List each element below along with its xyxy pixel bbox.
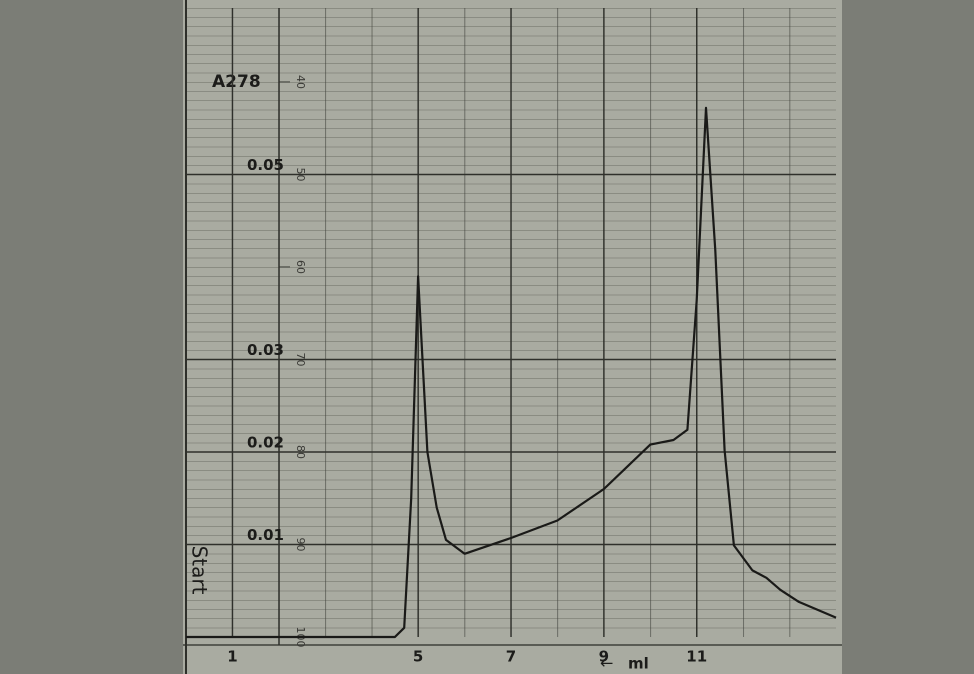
- x-axis-label: ml: [628, 655, 649, 673]
- x-tick-label: 5: [413, 648, 423, 666]
- y-axis-label: A278: [212, 72, 261, 92]
- y-tick-label: 0.02: [247, 434, 284, 452]
- x-tick-label: 9: [599, 648, 609, 666]
- paper-scale-label: 70: [294, 353, 307, 367]
- chart: A278 Start ← ml 0.010.020.030.0540506070…: [0, 0, 974, 674]
- paper-scale-label: 90: [294, 538, 307, 552]
- x-tick-label: 11: [686, 648, 707, 666]
- paper-scale-label: 80: [294, 445, 307, 459]
- y-tick-label: 0.05: [247, 156, 284, 174]
- paper-scale-label: 40: [294, 75, 307, 89]
- paper-scale-label: 50: [294, 168, 307, 182]
- x-tick-label: 1: [227, 648, 237, 666]
- start-annotation: Start: [188, 546, 212, 595]
- x-tick-label: 7: [506, 648, 516, 666]
- paper-scale-label: 60: [294, 260, 307, 274]
- y-tick-label: 0.01: [247, 526, 284, 544]
- y-tick-label: 0.03: [247, 341, 284, 359]
